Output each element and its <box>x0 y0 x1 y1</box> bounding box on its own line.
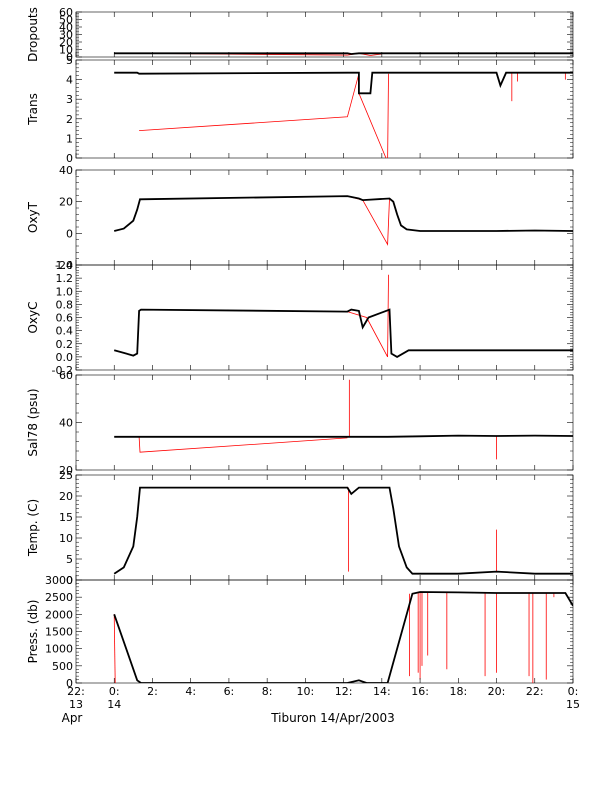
y-tick-label: 0.6 <box>56 312 74 325</box>
y-tick-label: 1500 <box>45 626 73 639</box>
y-tick-label: 30 <box>59 29 73 42</box>
x-axis-group: 22:130:142: 4: 6: 8: 10: 12: 14: 16: 18: 20: 22: 0:… <box>67 685 580 711</box>
y-tick-label: 20 <box>59 196 73 209</box>
x-tick-label: 18: <box>449 685 467 698</box>
y-tick-label: 25 <box>59 469 73 482</box>
y-tick-label: 2 <box>66 113 73 126</box>
x-tick-sublabel: 13 <box>69 698 83 711</box>
y-tick-label: 40 <box>59 21 73 34</box>
y-tick-label: 3 <box>66 93 73 106</box>
y-tick-label: 0 <box>66 227 73 240</box>
interp-series-line <box>113 614 116 683</box>
y-tick-label: 15 <box>59 511 73 524</box>
panels-group: 0102030405060Dropouts012345Trans-2002040… <box>26 6 574 690</box>
y-tick-label: 0 <box>66 51 73 64</box>
x-tick-label: 0: <box>568 685 579 698</box>
interp-series-line <box>138 436 348 453</box>
data-series-line <box>113 486 573 575</box>
y-axis-label: OxyC <box>26 301 40 333</box>
y-tick-label: 60 <box>59 6 73 19</box>
y-tick-label: 20 <box>59 490 73 503</box>
y-tick-label: 3000 <box>45 574 73 587</box>
y-axis-label: Trans <box>26 93 40 126</box>
data-series-line <box>114 71 573 95</box>
y-tick-label: 0.4 <box>56 325 74 338</box>
data-series-line <box>113 308 573 358</box>
x-tick-label: 0: <box>109 685 120 698</box>
y-tick-label: 5 <box>66 54 73 67</box>
x-tick-label: 16: <box>411 685 429 698</box>
panel-4: 20 40 60 Sal78 (psu) <box>26 369 574 477</box>
y-tick-label: 1.0 <box>56 285 74 298</box>
x-tick-label: 12: <box>335 685 353 698</box>
y-tick-label: 1.4 <box>56 259 74 272</box>
y-tick-label: 40 <box>59 417 73 430</box>
y-tick-label: 0.8 <box>56 298 74 311</box>
x-tick-label: 14: <box>373 685 391 698</box>
y-tick-label: 5 <box>66 553 73 566</box>
panel-frame <box>75 59 574 159</box>
x-tick-label: 2: <box>147 685 158 698</box>
x-tick-label: 22: <box>526 685 544 698</box>
panel-1: 0 1 2 3 4 5 Trans <box>26 54 574 165</box>
x-tick-sublabel: 14 <box>107 698 121 711</box>
y-tick-label: 40 <box>59 164 73 177</box>
data-series-line <box>114 434 573 438</box>
y-tick-label: 500 <box>52 660 73 673</box>
y-tick-label: -20 <box>55 259 73 272</box>
x-tick-label: 10: <box>297 685 315 698</box>
y-tick-label: 0.2 <box>56 338 74 351</box>
y-tick-label: 1.2 <box>56 272 74 285</box>
panel-6: 0 500 1000 1500 2000 2500 3000 Press. (db) <box>26 574 574 690</box>
data-series-line <box>113 591 573 683</box>
y-tick-label: 0 <box>66 574 73 587</box>
y-tick-label: 2500 <box>45 591 73 604</box>
y-tick-label: 4 <box>66 74 73 87</box>
y-tick-label: 0 <box>66 152 73 165</box>
y-tick-label: 20 <box>59 36 73 49</box>
x-tick-label: 4: <box>185 685 196 698</box>
x-tick-label: 8: <box>262 685 273 698</box>
y-tick-label: 1 <box>66 132 73 145</box>
y-tick-label: -0.2 <box>52 364 73 377</box>
figure-title: Tiburon 14/Apr/2003 <box>270 711 395 725</box>
data-series-line <box>114 52 573 55</box>
x-tick-sublabel: 15 <box>566 698 580 711</box>
x-tick-label: 6: <box>224 685 235 698</box>
y-tick-label: 1000 <box>45 643 73 656</box>
y-axis-label: Dropouts <box>26 7 40 62</box>
x-tick-label: 20: <box>488 685 506 698</box>
y-tick-label: 10 <box>59 532 73 545</box>
y-tick-label: 2000 <box>45 608 73 621</box>
y-tick-label: 20 <box>59 464 73 477</box>
y-axis-label: Press. (db) <box>26 600 40 664</box>
y-tick-label: 60 <box>59 369 73 382</box>
data-series-line <box>113 195 573 232</box>
y-tick-label: 0 <box>66 677 73 690</box>
y-tick-label: 10 <box>59 44 73 57</box>
y-axis-label: OxyT <box>26 201 40 233</box>
y-tick-label: 50 <box>59 14 73 27</box>
y-axis-label: Sal78 (psu) <box>26 388 40 456</box>
x-axis-month-label: Apr <box>62 711 83 725</box>
y-axis-label: Temp. (C) <box>26 499 40 557</box>
x-tick-label: 22: <box>67 685 85 698</box>
panel-5: 0 5 10 15 20 25 Temp. (C) <box>26 469 574 587</box>
panel-3: -0.20.00.20.40.60.81.01.21.4 OxyC <box>26 259 574 377</box>
y-tick-label: 0.0 <box>56 351 74 364</box>
panel-2: -20 0 20 40 OxyT <box>26 164 574 272</box>
